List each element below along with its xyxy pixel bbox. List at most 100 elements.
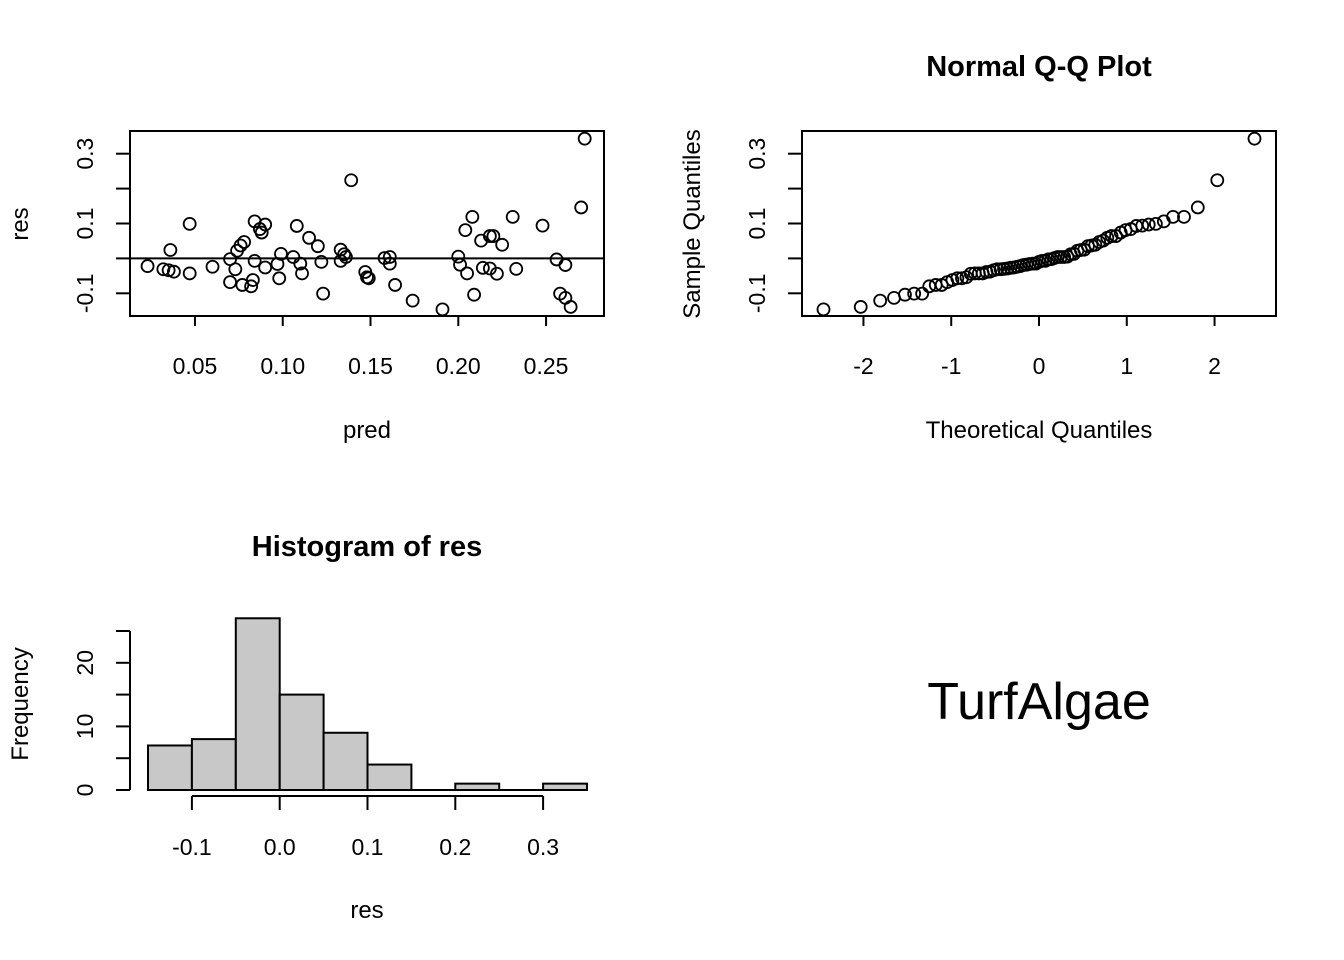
plot2-xtick-label: 1 — [1120, 353, 1133, 379]
plot1-xlabel: pred — [343, 417, 391, 444]
residual-point — [182, 266, 197, 281]
histogram-bar — [147, 744, 193, 791]
histogram-bar — [190, 738, 237, 791]
residual-point — [223, 275, 237, 290]
plot2-xtick-label: -2 — [853, 353, 873, 379]
histogram-xtick-label: 0.2 — [439, 834, 471, 860]
qq-plot-panel: Normal Q-Q Plot -2 -1 0 1 2 -0.1 0.1 0.3 Theore… — [679, 51, 1277, 444]
qq-point — [1077, 242, 1092, 257]
residual-point — [382, 250, 397, 264]
plot2-ytick-label: -0.1 — [744, 273, 770, 313]
residual-point — [486, 229, 501, 243]
qq-point — [959, 270, 974, 285]
residual-point — [205, 259, 220, 274]
plot2-ytick-label: 0.3 — [744, 138, 770, 170]
plot1-frame — [129, 130, 605, 317]
histogram-ytick-label: 20 — [72, 650, 98, 676]
species-label: TurfAlgae — [927, 673, 1151, 731]
residual-point — [237, 235, 252, 249]
residual-point — [314, 254, 329, 269]
histogram-ytick-label: 0 — [72, 784, 98, 797]
histogram-bar — [366, 763, 413, 791]
plot1-ytick-label: 0.3 — [72, 138, 98, 170]
residual-point — [435, 302, 450, 317]
histogram-xtick-label: -0.1 — [172, 834, 212, 860]
residual-point — [295, 266, 309, 281]
plot1-ytick-label: -0.1 — [72, 273, 98, 313]
residual-point — [302, 230, 316, 245]
plot2-xtick-label: 2 — [1208, 353, 1221, 379]
residual-point — [453, 257, 467, 272]
residual-point — [558, 258, 573, 272]
histogram-bar — [234, 617, 281, 792]
residual-point — [310, 239, 325, 254]
residual-point — [563, 300, 578, 314]
residual-point — [244, 279, 259, 294]
histogram-bar — [454, 782, 501, 792]
qq-point — [873, 293, 888, 308]
plot2-ylabel: Sample Quantiles — [679, 129, 706, 318]
residual-point — [161, 263, 176, 278]
qq-point — [950, 271, 965, 286]
qq-plot-title: Normal Q-Q Plot — [926, 51, 1152, 83]
qq-point — [1060, 249, 1075, 264]
qq-point — [990, 262, 1005, 277]
residual-point — [254, 225, 269, 240]
histogram-xtick-label: 0.1 — [352, 834, 384, 860]
residual-point — [467, 287, 481, 302]
residual-point — [258, 217, 273, 232]
plot2-xtick-label: -1 — [941, 353, 961, 379]
qq-point — [1088, 237, 1103, 252]
residual-vs-pred-panel: 0.05 0.10 0.15 0.20 0.25 -0.1 0.1 0.3 pred res — [7, 130, 605, 444]
histogram-bar — [278, 693, 325, 791]
qq-point — [1141, 217, 1156, 232]
qq-point — [1104, 229, 1119, 243]
plot1-xtick-label: 0.15 — [348, 353, 393, 379]
qq-point — [1166, 209, 1180, 224]
qq-point — [1177, 209, 1191, 224]
residual-point — [339, 250, 353, 264]
qq-point — [1190, 200, 1205, 215]
residual-point — [505, 209, 520, 224]
residual-point — [460, 266, 474, 281]
residual-point — [577, 131, 592, 146]
residual-point — [163, 243, 178, 257]
residual-point — [337, 247, 352, 262]
residual-point — [228, 262, 243, 277]
qq-point — [1247, 131, 1262, 146]
residual-point — [361, 271, 376, 286]
residual-point — [289, 219, 304, 233]
plot2-ytick-label: 0.1 — [744, 208, 770, 240]
residual-point — [574, 200, 589, 215]
residual-point — [549, 252, 564, 267]
residual-point — [482, 229, 497, 243]
plot1-xtick-label: 0.25 — [524, 353, 569, 379]
histogram-xlabel: res — [350, 897, 383, 924]
qq-point — [816, 302, 831, 317]
qq-point — [907, 286, 922, 301]
residual-point — [245, 273, 260, 287]
residual-point — [490, 266, 504, 281]
histogram-xtick-label: 0.3 — [527, 834, 559, 860]
residual-point — [247, 253, 262, 268]
qq-point — [898, 287, 912, 302]
residual-point — [382, 256, 397, 271]
qq-point — [1210, 173, 1225, 188]
plot2-xtick-label: 0 — [1033, 353, 1046, 379]
qq-point — [1148, 216, 1163, 231]
residual-point — [272, 271, 287, 286]
residual-point — [451, 249, 466, 264]
residual-point — [388, 278, 402, 292]
residual-point — [458, 223, 473, 238]
qq-point — [1135, 218, 1150, 233]
residual-point — [274, 246, 288, 261]
residual-point — [465, 209, 480, 224]
histogram-title: Histogram of res — [252, 531, 482, 563]
plot2-xlabel: Theoretical Quantiles — [926, 417, 1153, 444]
residual-point — [293, 256, 308, 271]
residual-point — [316, 286, 331, 301]
residual-point — [405, 293, 420, 308]
histogram-bar — [542, 782, 588, 792]
qq-point — [853, 300, 868, 314]
residual-point — [233, 238, 248, 253]
